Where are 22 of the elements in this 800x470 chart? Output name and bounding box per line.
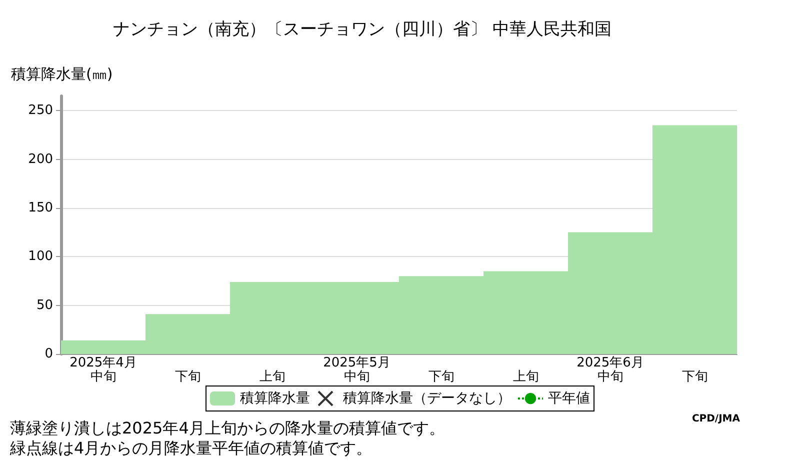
text: CPD/JMA bbox=[692, 414, 740, 424]
text: 薄緑塗り潰しは2025年4月上旬からの降水量の積算値です。 bbox=[10, 418, 445, 438]
legend-label: 平年値 bbox=[548, 390, 590, 406]
x-tick-label: 2025年4月中旬 bbox=[70, 356, 137, 384]
y-tick-label: 250 bbox=[28, 103, 53, 118]
legend-label: 積算降水量（データなし） bbox=[343, 390, 511, 406]
x-tick-label: 下旬 bbox=[174, 370, 201, 384]
x-tick-label: 下旬 bbox=[428, 370, 454, 384]
legend-label: 積算降水量 bbox=[240, 390, 310, 406]
chart-title: ナンチョン（南充）〔スーチョワン（四川）省〕 中華人民共和国 bbox=[113, 20, 612, 40]
y-tick-label: 50 bbox=[36, 298, 53, 313]
y-tick-label: 200 bbox=[28, 152, 53, 167]
y-axis-title: 積算降水量(㎜) bbox=[11, 65, 113, 83]
y-tick-label: 0 bbox=[44, 346, 53, 362]
x-tick-label: 2025年6月中旬 bbox=[576, 356, 644, 384]
x-tick-label: 上旬 bbox=[259, 370, 286, 384]
x-tick-label: 上旬 bbox=[512, 370, 539, 384]
y-tick-label: 100 bbox=[28, 249, 53, 264]
text: 緑点線は4月からの月降水量平年値の積算値です。 bbox=[9, 438, 372, 458]
y-tick-label: 150 bbox=[28, 200, 53, 216]
x-tick-label: 2025年5月中旬 bbox=[323, 356, 390, 384]
x-tick-label: 下旬 bbox=[682, 370, 708, 384]
